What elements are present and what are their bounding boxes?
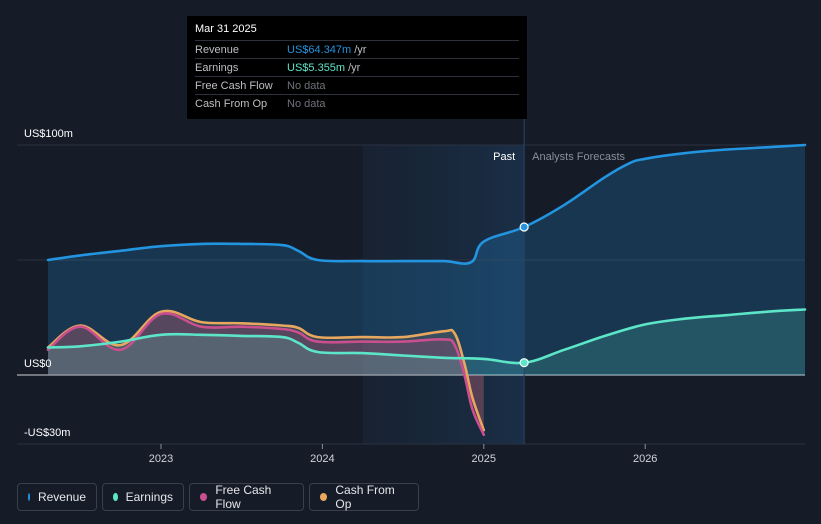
legend-free-cash-flow[interactable]: Free Cash Flow [189, 483, 304, 511]
legend-dot-icon [200, 493, 208, 501]
revenue-line [46, 143, 807, 265]
legend-dot-icon [320, 493, 328, 501]
tooltip-date: Mar 31 2025 [195, 23, 257, 35]
legend-label: Cash From Op [335, 483, 395, 511]
markers [519, 222, 529, 368]
tooltip-label: Revenue [195, 43, 240, 56]
tooltip-label: Free Cash Flow [195, 79, 273, 92]
tooltip-value: US$64.347m [287, 43, 352, 56]
y-tick-label: US$0 [24, 358, 52, 370]
revenue-marker [519, 222, 529, 232]
x-tick-label: 2023 [149, 453, 173, 465]
forecast-label: Analysts Forecasts [532, 151, 625, 163]
y-tick-label: US$100m [24, 128, 73, 140]
legend-revenue[interactable]: Revenue [17, 483, 97, 511]
tooltip-label: Cash From Op [195, 97, 268, 110]
tooltip-value: US$5.355m [287, 61, 346, 74]
tooltip-unit: /yr [354, 43, 367, 56]
legend-label: Revenue [37, 490, 86, 504]
legend-label: Free Cash Flow [215, 483, 272, 511]
tooltip-unit: /yr [348, 61, 361, 74]
tooltip-label: Earnings [195, 61, 239, 74]
legend-earnings[interactable]: Earnings [102, 483, 184, 511]
earnings-area [48, 309, 805, 375]
tooltip-value: No data [287, 79, 326, 92]
tooltip-row: Earnings US$5.355m/yr [195, 58, 519, 76]
highlight-region [362, 145, 525, 444]
legend-label: Earnings [125, 490, 173, 504]
tooltip-row: Cash From Op No data [195, 94, 519, 112]
earnings-marker [519, 358, 529, 368]
tooltip: Mar 31 2025 Revenue US$64.347m/yr Earnings… [187, 16, 527, 119]
cash-from-op-line [46, 309, 486, 432]
free-cash-flow-area [48, 313, 484, 435]
x-tick-label: 2025 [472, 453, 496, 465]
legend-dot-icon [28, 493, 30, 501]
legend-cash-from-op[interactable]: Cash From Op [309, 483, 419, 511]
y-axis: US$100m US$0 -US$30m [24, 128, 73, 439]
x-tick-label: 2026 [633, 453, 657, 465]
y-tick-label: -US$30m [24, 427, 70, 439]
series-lines [46, 143, 807, 437]
tooltip-value: No data [287, 97, 326, 110]
x-tick-label: 2024 [310, 453, 334, 465]
past-label: Past [493, 151, 515, 163]
tooltip-row: Revenue US$64.347m/yr [195, 40, 519, 58]
legend-dot-icon [113, 493, 118, 501]
tooltip-row: Free Cash Flow No data [195, 76, 519, 94]
earnings-line [46, 308, 807, 365]
x-axis: 2023 2024 2025 2026 [149, 444, 657, 465]
revenue-area [48, 145, 805, 375]
